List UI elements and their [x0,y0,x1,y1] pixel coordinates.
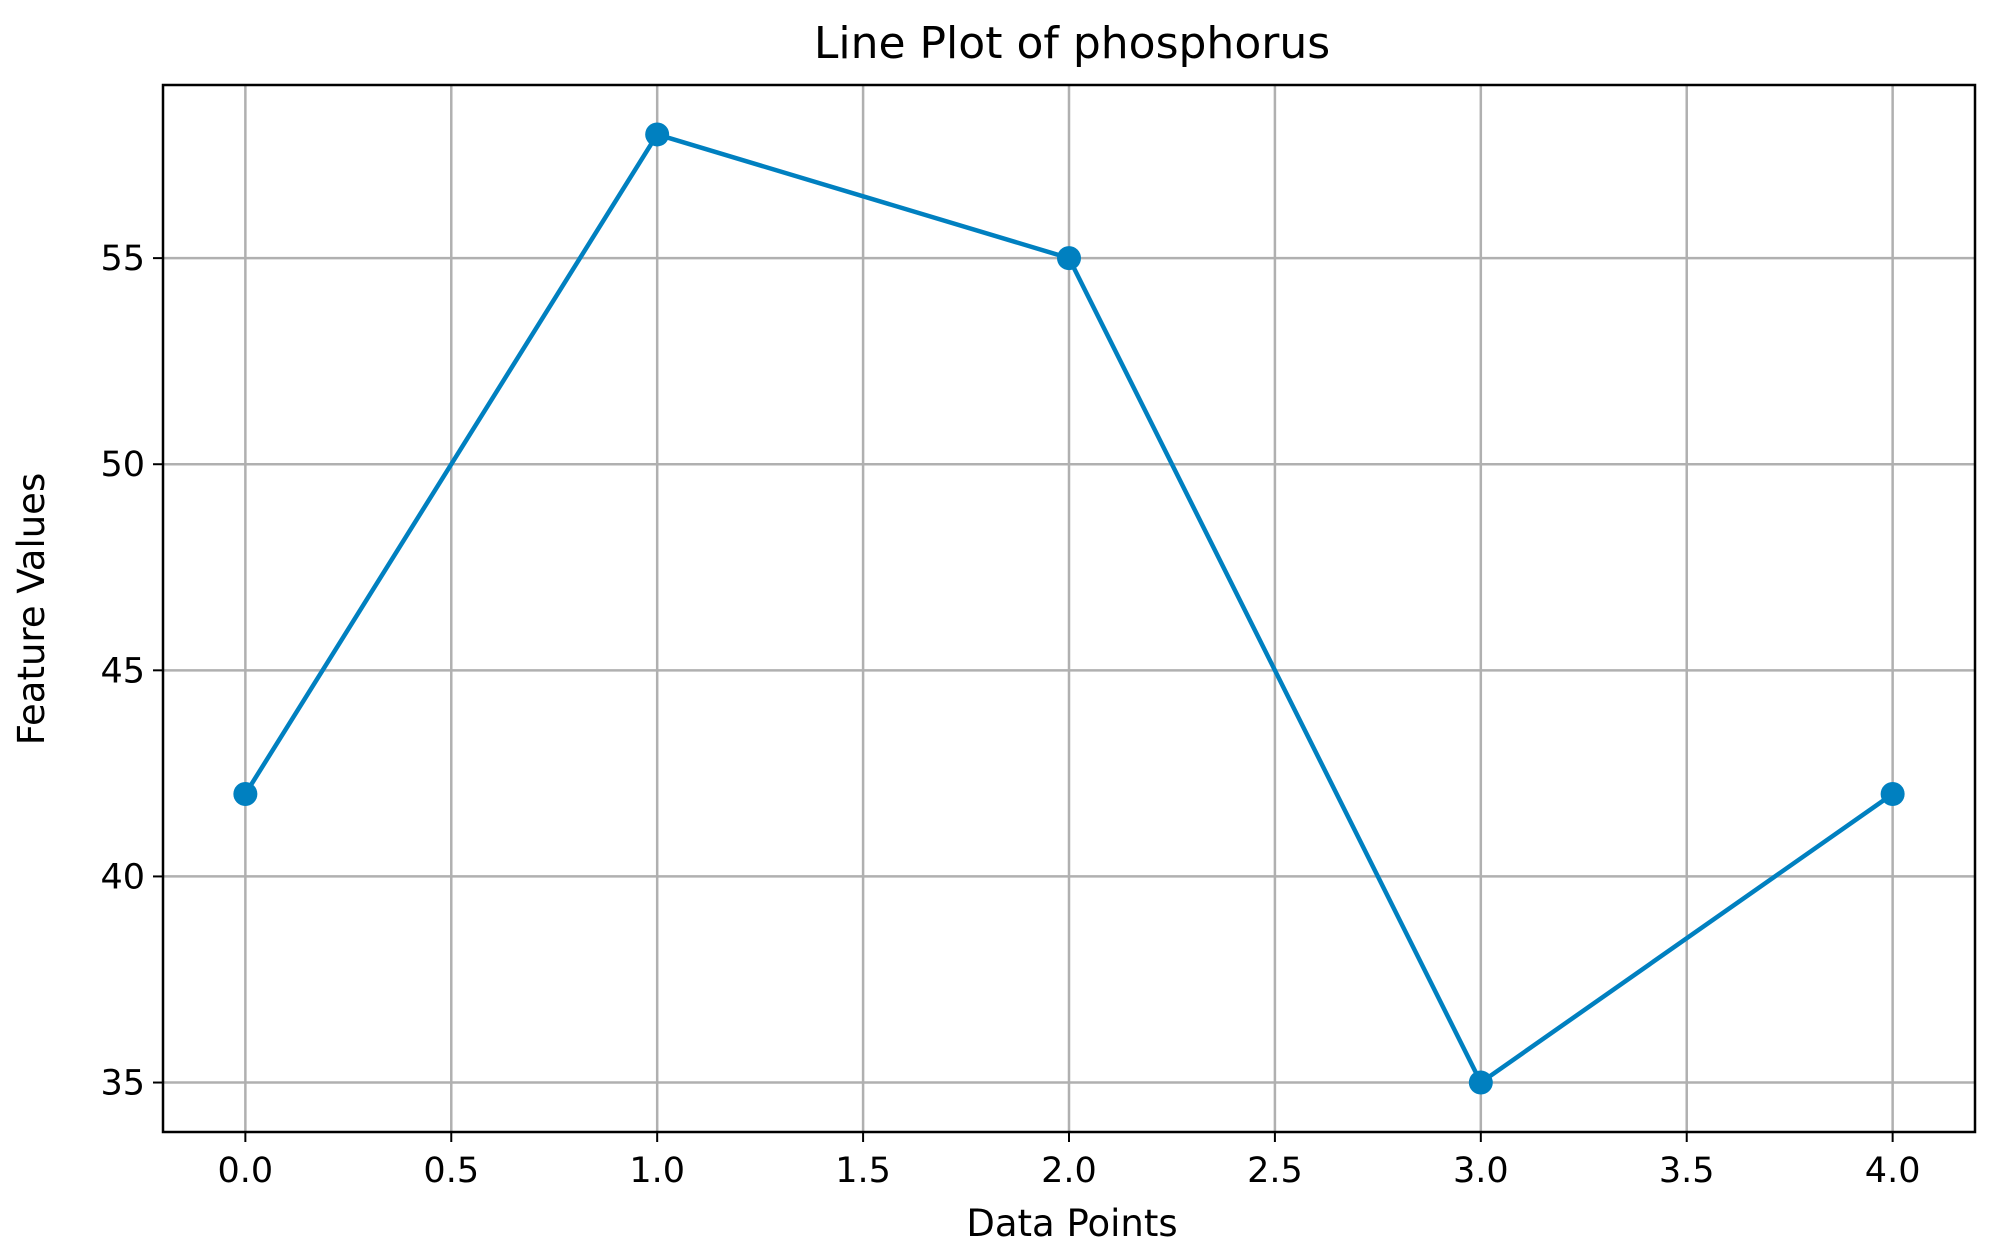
series-layer [233,122,1905,1095]
y-tick-label: 50 [100,445,145,485]
x-tick-label: 0.0 [218,1151,274,1191]
axis-ticks: 0.0 0.5 1.0 1.5 2.0 2.5 3.0 3.5 4.0 35 40 45 50 55 [100,239,1920,1191]
data-point [1468,1070,1493,1095]
x-tick-label: 2.0 [1041,1151,1097,1191]
data-point [1057,246,1081,271]
y-tick-label: 35 [100,1064,145,1104]
data-point [233,781,258,806]
x-axis-label: Data Points [966,1202,1177,1245]
x-tick-label: 1.5 [835,1151,891,1191]
y-tick-label: 40 [100,857,145,897]
grid-lines [163,85,1975,1132]
chart-title: Line Plot of phosphorus [814,18,1330,69]
y-tick-label: 55 [100,239,145,279]
x-tick-label: 4.0 [1865,1151,1921,1191]
data-point [645,122,670,147]
x-tick-label: 3.5 [1659,1151,1715,1191]
x-tick-label: 0.5 [423,1151,479,1191]
x-tick-label: 3.0 [1453,1151,1509,1191]
y-tick-label: 45 [100,651,145,691]
x-tick-label: 1.0 [629,1151,685,1191]
data-point [1880,781,1905,806]
plot-frame [161,83,1977,1134]
x-tick-label: 2.5 [1247,1151,1303,1191]
y-axis-label: Feature Values [10,473,53,745]
